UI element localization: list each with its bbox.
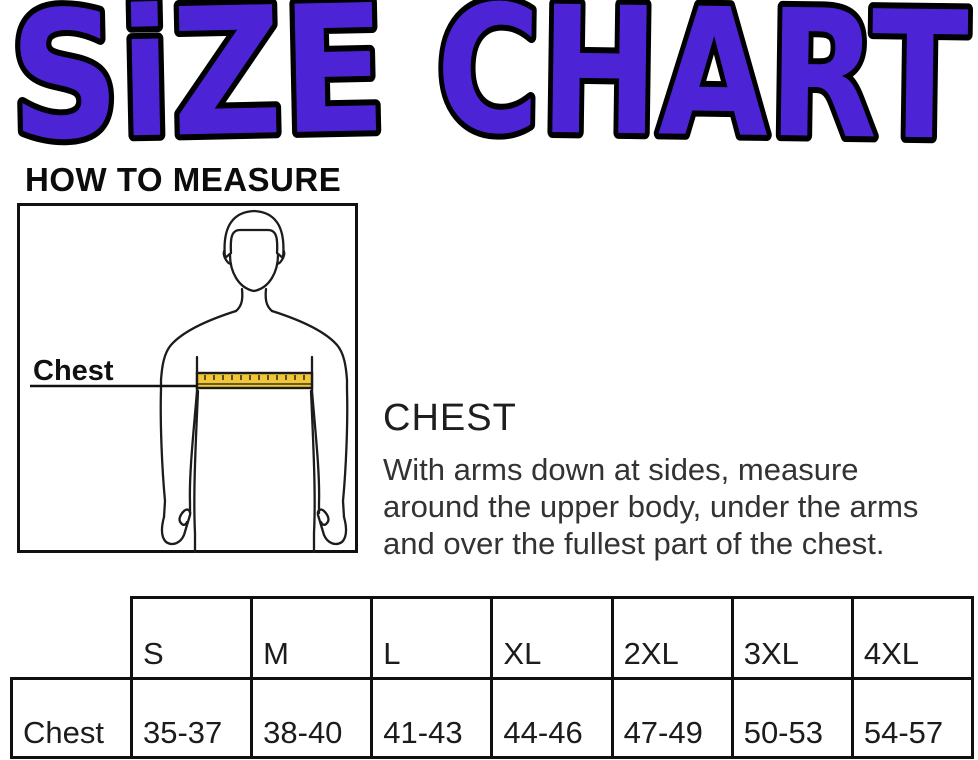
chest-range-s: 35-37 xyxy=(129,677,254,759)
chest-measurements-row: Chest 35-37 38-40 41-43 44-46 47-49 50-5… xyxy=(10,677,975,759)
corner-cell xyxy=(12,598,132,679)
description-line-2: around the upper body, under the arms xyxy=(383,489,919,524)
figure-chest-label: Chest xyxy=(33,355,114,387)
chest-range-2xl: 47-49 xyxy=(610,677,734,759)
chest-row-label: Chest xyxy=(10,677,133,759)
description-line-3: and over the fullest part of the chest. xyxy=(383,526,885,561)
size-col-s: S xyxy=(129,596,254,680)
chest-range-m: 38-40 xyxy=(250,677,374,759)
chest-range-xl: 44-46 xyxy=(490,677,614,759)
size-col-xl: XL xyxy=(490,596,614,680)
how-to-measure-heading: HOW TO MEASURE xyxy=(25,161,342,198)
chest-range-l: 41-43 xyxy=(370,677,494,759)
measurement-figure: Chest xyxy=(17,203,358,553)
size-table: S M L XL 2XL 3XL 4XL Chest 35-37 38-40 4… xyxy=(10,596,975,759)
size-header-row: S M L XL 2XL 3XL 4XL xyxy=(12,596,975,680)
chest-range-4xl: 54-57 xyxy=(850,677,975,759)
title-word-size: SiZE xyxy=(8,0,388,158)
chest-section-heading: CHEST xyxy=(383,397,517,439)
size-col-2xl: 2XL xyxy=(610,596,734,680)
size-col-l: L xyxy=(370,596,494,680)
size-col-3xl: 3XL xyxy=(730,596,854,680)
description-line-1: With arms down at sides, measure xyxy=(383,452,859,487)
measuring-tape xyxy=(195,371,314,390)
size-col-4xl: 4XL xyxy=(850,596,975,680)
size-col-m: M xyxy=(250,596,374,680)
chest-description: With arms down at sides, measure around … xyxy=(383,451,918,562)
title-word-chart: CHART xyxy=(435,0,970,158)
title-art: SiZE CHART xyxy=(2,0,976,158)
chest-range-3xl: 50-53 xyxy=(730,677,854,759)
